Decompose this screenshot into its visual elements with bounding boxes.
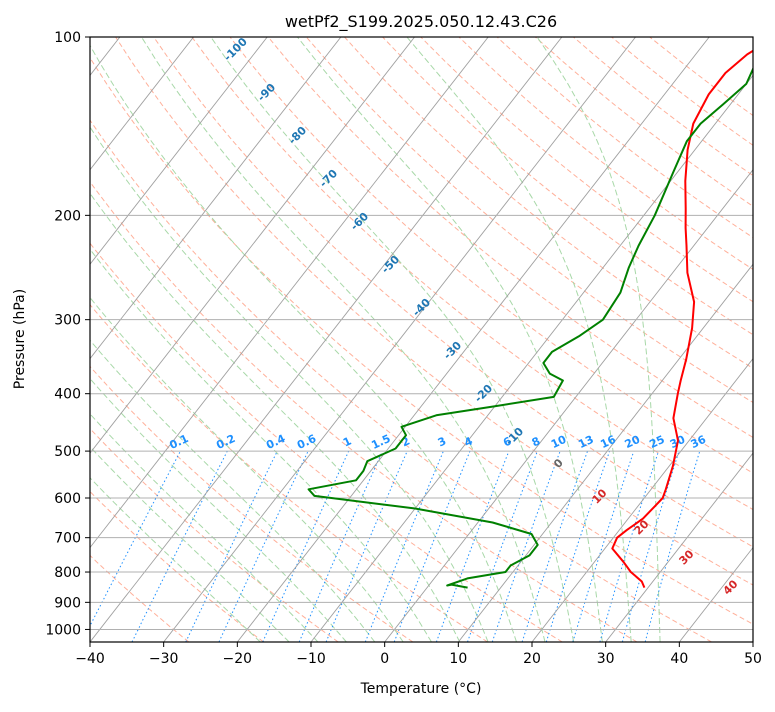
x-tick-label: 20 [523, 651, 541, 667]
moist-adiabat [297, 37, 602, 642]
x-tick-label: −30 [149, 651, 179, 667]
dry-adiabat [39, 37, 712, 642]
moist-adiabat [0, 37, 289, 642]
y-tick-label: 400 [54, 387, 81, 403]
y-tick-label: 800 [54, 565, 81, 581]
dry-adiabat-label: 10 [590, 486, 610, 506]
dry-adiabat [383, 37, 775, 642]
dry-adiabat [535, 37, 775, 642]
dry-adiabat-label: 40 [721, 577, 741, 597]
x-tick-label: 0 [380, 651, 389, 667]
x-tick-label: 30 [597, 651, 615, 667]
mixing-ratio-label: 16 [598, 433, 618, 451]
mixing-ratio-label: 0.2 [214, 432, 237, 452]
moist-adiabat-label: -60 [348, 210, 371, 233]
mixing-ratio-line [326, 451, 407, 642]
y-tick-label: 300 [54, 313, 81, 329]
mixing-ratio-label: 13 [576, 433, 595, 451]
isotherm-line [0, 37, 341, 642]
mixing-ratio-label: 0.1 [167, 432, 190, 452]
dry-adiabat [306, 37, 775, 642]
isotherm-line [0, 37, 415, 642]
mixing-ratio-line [436, 451, 509, 642]
y-tick-label: 700 [54, 531, 81, 547]
moist-adiabat [0, 37, 346, 642]
dry-adiabat [497, 37, 775, 642]
mixing-ratio-label: 20 [623, 433, 643, 451]
mixing-ratio-label: 3 [436, 434, 448, 449]
mixing-ratio-line [546, 451, 609, 642]
x-axis-label: Temperature (°C) [360, 681, 482, 697]
y-tick-label: 1000 [45, 622, 81, 638]
mixing-ratio-line [186, 451, 277, 642]
y-tick-label: 100 [54, 30, 81, 46]
moist-adiabat-label: -40 [410, 296, 433, 319]
isotherm-line [385, 37, 775, 642]
dry-adiabat [154, 37, 775, 642]
mixing-ratio-label: 36 [689, 433, 709, 451]
isotherm-line [311, 37, 775, 642]
moist-adiabat [0, 37, 431, 642]
dry-adiabat [421, 37, 775, 642]
x-tick-label: 40 [670, 651, 688, 667]
moist-adiabat-label: -90 [255, 81, 278, 104]
dry-adiabat-label: 30 [677, 547, 697, 567]
dry-adiabat-label: 0 [551, 456, 566, 471]
mixing-ratio-line [645, 451, 700, 642]
mixing-ratio-line [622, 451, 679, 642]
moist-adiabat [0, 37, 375, 642]
moist-adiabat-label: -70 [317, 167, 340, 190]
mixing-ratio-line [468, 451, 538, 642]
isotherm-line [458, 37, 775, 642]
mixing-ratio-line [219, 451, 308, 642]
dry-adiabat [459, 37, 775, 642]
background-lines [0, 37, 775, 642]
mixing-ratio-line [365, 451, 443, 642]
x-tick-label: 10 [449, 651, 467, 667]
isotherm-line [753, 37, 775, 642]
moist-adiabat [0, 37, 403, 642]
dry-adiabat [0, 37, 264, 642]
x-tick-label: −40 [75, 651, 105, 667]
dry-adiabat [0, 37, 488, 642]
mixing-ratio-label: 0.6 [295, 432, 318, 452]
mixing-ratio-line [82, 451, 181, 642]
mixing-ratio-line [263, 451, 349, 642]
x-tick-label: −20 [223, 651, 253, 667]
mixing-ratio-line [132, 451, 227, 642]
y-tick-label: 200 [54, 208, 81, 224]
dry-adiabat [0, 37, 562, 642]
isotherm-line [679, 37, 775, 642]
x-axis-ticks: −40 −30 −20 −10 0 10 20 30 40 50 [75, 642, 762, 667]
y-axis-ticks: 100 200 300 400 500 600 700 800 900 1000 [45, 30, 90, 638]
x-tick-label: −10 [296, 651, 326, 667]
mixing-ratio-label: 1 [341, 434, 353, 449]
temperature-profile-line [612, 37, 775, 588]
moist-adiabat [537, 37, 660, 642]
y-axis-label: Pressure (hPa) [12, 289, 28, 389]
x-tick-label: 50 [744, 651, 762, 667]
mixing-ratio-label: 1.5 [369, 432, 392, 452]
mixing-ratio-label: 4 [462, 434, 475, 449]
mixing-ratio-label: 0.4 [264, 432, 287, 452]
y-tick-label: 900 [54, 595, 81, 611]
moist-adiabat-label: -50 [379, 253, 402, 276]
moist-adiabat-label: -100 [221, 35, 250, 64]
dry-adiabat [573, 37, 775, 642]
y-tick-label: 600 [54, 491, 81, 507]
y-tick-label: 500 [54, 444, 81, 460]
isotherm-line [237, 37, 709, 642]
dry-adiabat [0, 37, 413, 642]
mixing-ratio-line [573, 451, 634, 642]
pressure-gridlines [90, 37, 753, 629]
isotherm-line [16, 37, 488, 642]
isotherm-line [164, 37, 636, 642]
dry-adiabat [77, 37, 775, 642]
chart-title: wetPf2_S199.2025.050.12.43.C26 [285, 12, 557, 32]
dry-adiabat [1, 37, 637, 642]
